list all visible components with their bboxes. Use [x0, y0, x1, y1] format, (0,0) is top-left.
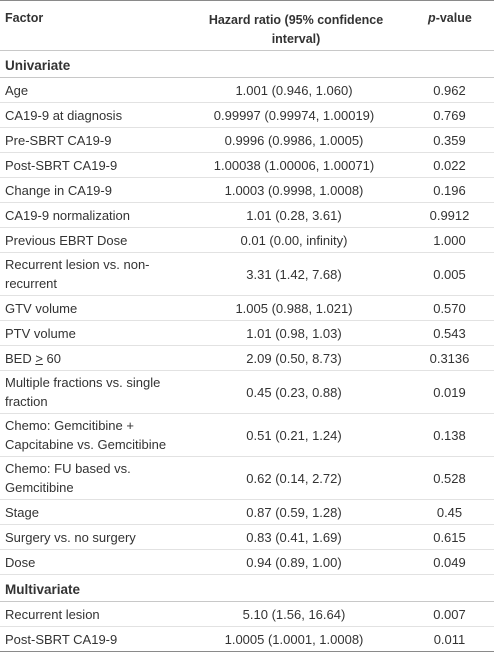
row-factor: Previous EBRT Dose — [5, 232, 128, 248]
row-p-value: 0.005 — [433, 266, 466, 282]
section-multivariate: Multivariate — [0, 575, 494, 602]
row-hazard-ratio: 1.001 (0.946, 1.060) — [235, 82, 353, 98]
row-p-value: 0.3136 — [429, 350, 470, 366]
row-hazard-ratio: 3.31 (1.42, 7.68) — [246, 266, 342, 282]
table-row: Multiple fractions vs. single fraction 0… — [0, 371, 494, 414]
row-p-value: 0.615 — [433, 529, 466, 545]
row-hazard-ratio: 5.10 (1.56, 16.64) — [242, 606, 346, 622]
row-factor: BED > 60 — [0, 349, 183, 368]
row-hazard-ratio: 0.94 (0.89, 1.00) — [246, 554, 342, 570]
row-p-value: 0.45 — [436, 504, 463, 520]
row-factor: Recurrent lesion vs. non-recurrent — [5, 257, 150, 291]
row-hazard-ratio: 0.45 (0.23, 0.88) — [246, 384, 342, 400]
table-row: Dose 0.94 (0.89, 1.00) 0.049 — [0, 550, 494, 575]
row-factor: CA19-9 normalization — [5, 207, 131, 223]
row-p-value: 0.962 — [433, 82, 466, 98]
row-hazard-ratio: 1.0005 (1.0001, 1.0008) — [224, 631, 364, 647]
table-row: Post-SBRT CA19-9 1.00038 (1.00006, 1.000… — [0, 153, 494, 178]
row-p-value: 0.022 — [433, 157, 466, 173]
row-factor: Pre-SBRT CA19-9 — [5, 132, 112, 148]
table-row: Stage 0.87 (0.59, 1.28) 0.45 — [0, 500, 494, 525]
table-row: Chemo: Gemcitibine + Capcitabine vs. Gem… — [0, 414, 494, 457]
row-p-value: 0.138 — [433, 427, 466, 443]
row-factor: Chemo: Gemcitibine + Capcitabine vs. Gem… — [5, 418, 167, 452]
row-hazard-ratio: 1.005 (0.988, 1.021) — [235, 300, 353, 316]
row-hazard-ratio: 0.51 (0.21, 1.24) — [246, 427, 342, 443]
row-factor: Surgery vs. no surgery — [5, 529, 136, 545]
header-hazard-ratio: Hazard ratio (95% confidence interval) — [208, 13, 384, 46]
header-p-italic: p — [428, 11, 436, 25]
bed-suffix: 60 — [42, 350, 62, 366]
row-p-value: 0.570 — [433, 300, 466, 316]
table-row: PTV volume 1.01 (0.98, 1.03) 0.543 — [0, 321, 494, 346]
row-p-value: 0.769 — [433, 107, 466, 123]
row-factor: Multiple fractions vs. single fraction — [5, 375, 161, 409]
row-factor: PTV volume — [5, 325, 76, 341]
header-p-rest: -value — [435, 11, 472, 25]
row-hazard-ratio: 1.00038 (1.00006, 1.00071) — [213, 157, 375, 173]
row-p-value: 0.007 — [433, 606, 466, 622]
row-factor: Chemo: FU based vs. Gemcitibine — [5, 461, 131, 495]
table-row: Previous EBRT Dose 0.01 (0.00, infinity)… — [0, 228, 494, 253]
row-factor: Age — [5, 82, 29, 98]
row-p-value: 0.543 — [433, 325, 466, 341]
row-hazard-ratio: 0.01 (0.00, infinity) — [240, 232, 348, 248]
row-hazard-ratio: 1.01 (0.28, 3.61) — [246, 207, 342, 223]
table-row: Chemo: FU based vs. Gemcitibine 0.62 (0.… — [0, 457, 494, 500]
row-hazard-ratio: 0.99997 (0.99974, 1.00019) — [213, 107, 375, 123]
row-hazard-ratio: 0.83 (0.41, 1.69) — [246, 529, 342, 545]
table-row: Age 1.001 (0.946, 1.060) 0.962 — [0, 78, 494, 103]
row-factor: Post-SBRT CA19-9 — [5, 157, 118, 173]
header-factor: Factor — [5, 11, 44, 25]
row-p-value: 0.019 — [433, 384, 466, 400]
row-p-value: 0.196 — [433, 182, 466, 198]
table-row: CA19-9 normalization 1.01 (0.28, 3.61) 0… — [0, 203, 494, 228]
table-row: Pre-SBRT CA19-9 0.9996 (0.9986, 1.0005) … — [0, 128, 494, 153]
row-p-value: 1.000 — [433, 232, 466, 248]
row-hazard-ratio: 1.01 (0.98, 1.03) — [246, 325, 342, 341]
table-row: Post-SBRT CA19-9 1.0005 (1.0001, 1.0008)… — [0, 627, 494, 651]
row-factor: Stage — [5, 504, 39, 520]
table-row: CA19-9 at diagnosis 0.99997 (0.99974, 1.… — [0, 103, 494, 128]
greater-equal-symbol: > — [35, 350, 43, 366]
table-row: Recurrent lesion 5.10 (1.56, 16.64) 0.00… — [0, 602, 494, 627]
bed-prefix: BED — [5, 350, 36, 366]
row-factor: Dose — [5, 554, 36, 570]
row-factor: Post-SBRT CA19-9 — [5, 631, 118, 647]
row-factor: Recurrent lesion — [5, 606, 100, 622]
row-p-value: 0.528 — [433, 470, 466, 486]
table-row: Change in CA19-9 1.0003 (0.9998, 1.0008)… — [0, 178, 494, 203]
section-univariate: Univariate — [0, 51, 494, 78]
table-row: GTV volume 1.005 (0.988, 1.021) 0.570 — [0, 296, 494, 321]
row-factor: GTV volume — [5, 300, 78, 316]
row-hazard-ratio: 0.87 (0.59, 1.28) — [246, 504, 342, 520]
row-hazard-ratio: 0.9996 (0.9986, 1.0005) — [224, 132, 364, 148]
row-hazard-ratio: 0.62 (0.14, 2.72) — [246, 470, 342, 486]
table-row: Surgery vs. no surgery 0.83 (0.41, 1.69)… — [0, 525, 494, 550]
row-factor: CA19-9 at diagnosis — [5, 107, 123, 123]
row-p-value: 0.011 — [433, 631, 466, 647]
row-p-value: 0.9912 — [429, 207, 470, 223]
row-hazard-ratio: 2.09 (0.50, 8.73) — [246, 350, 342, 366]
table-header-row: Factor Hazard ratio (95% confidence inte… — [0, 1, 494, 51]
table-top-rule — [0, 0, 494, 1]
table-row: Recurrent lesion vs. non-recurrent 3.31 … — [0, 253, 494, 296]
row-p-value: 0.359 — [433, 132, 466, 148]
row-p-value: 0.049 — [433, 554, 466, 570]
table-row: BED > 60 2.09 (0.50, 8.73) 0.3136 — [0, 346, 494, 371]
header-p-value: p-value — [406, 11, 494, 25]
row-factor: Change in CA19-9 — [5, 182, 112, 198]
row-hazard-ratio: 1.0003 (0.9998, 1.0008) — [224, 182, 364, 198]
